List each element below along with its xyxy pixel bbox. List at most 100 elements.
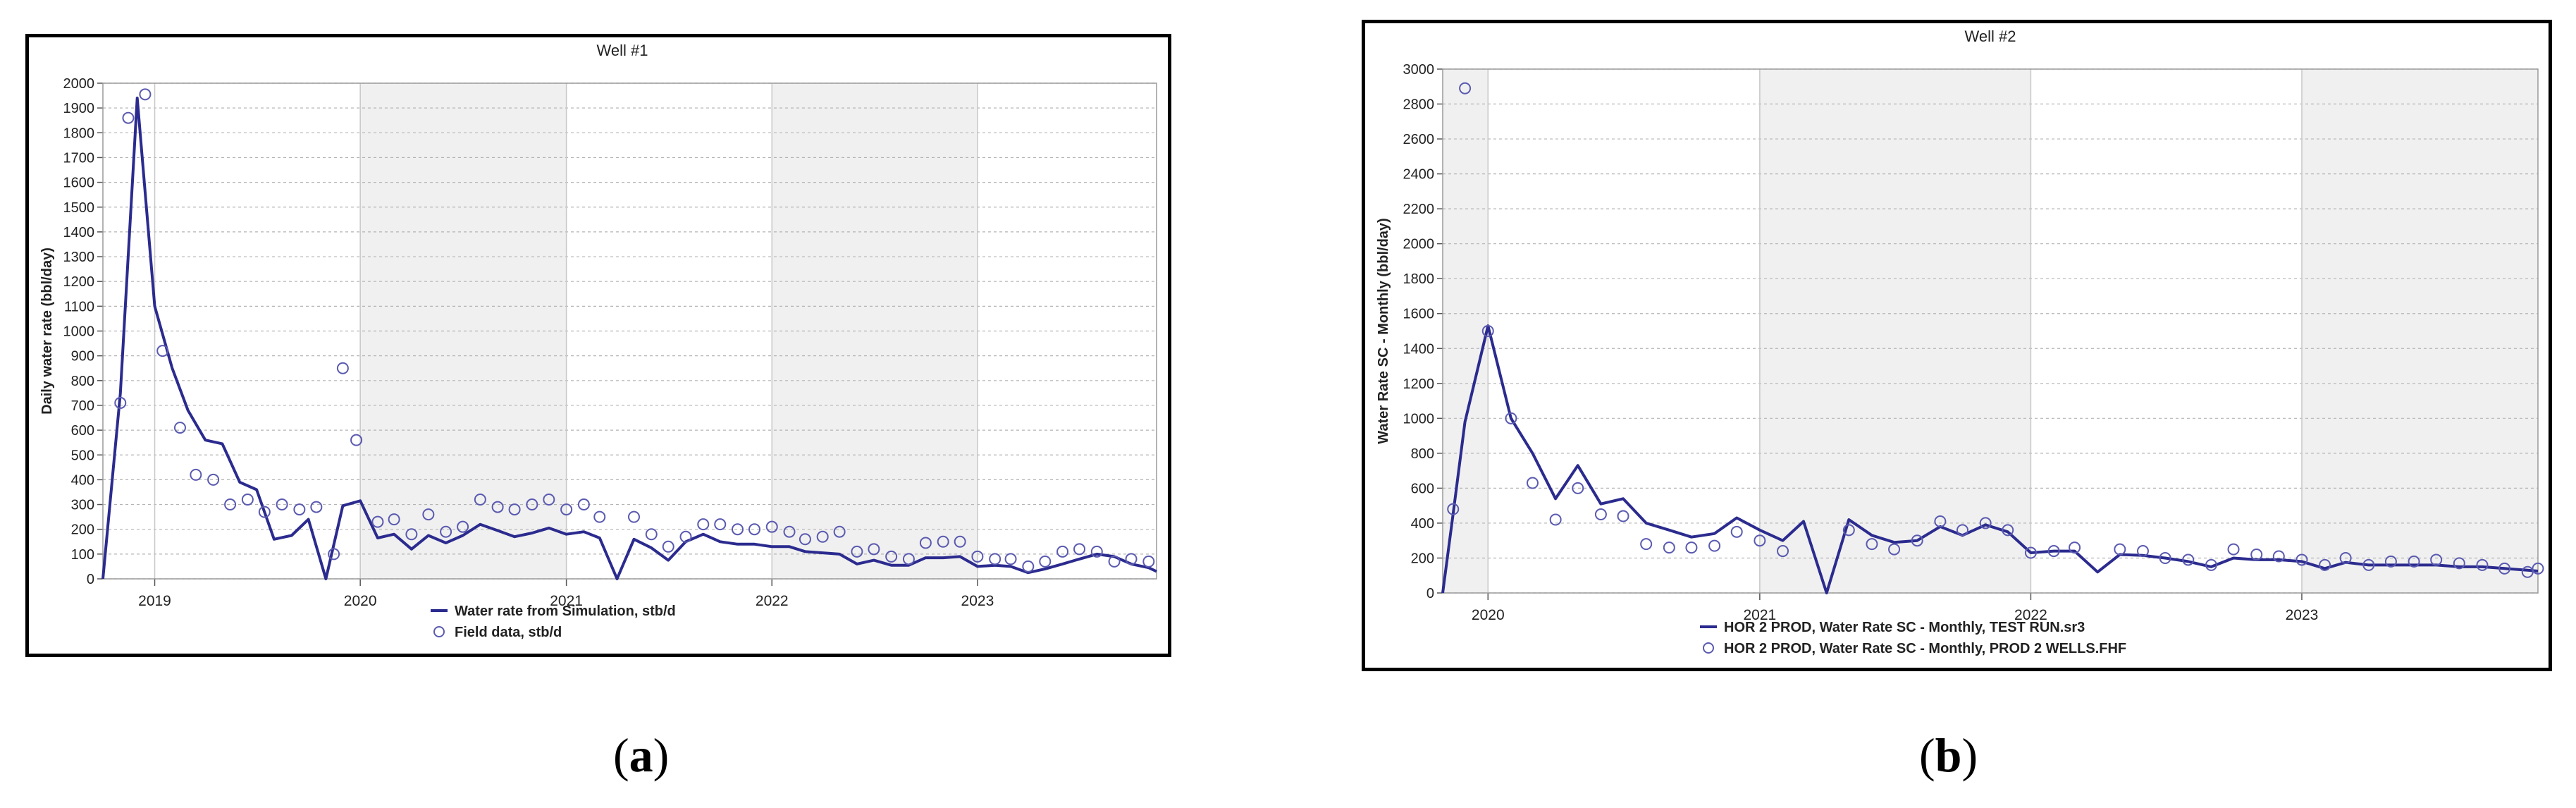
- x-tick-label: 2022: [2014, 607, 2047, 623]
- shaded-year-band: [1759, 69, 2031, 593]
- y-tick-label: 200: [71, 522, 94, 538]
- chart-panel-well-2: 0 200 400 600 800 1000 1200 1400 1600 1800 2000 220…: [1362, 20, 2552, 671]
- data-point-1: [1754, 534, 1766, 547]
- y-tick-label: 1300: [63, 250, 95, 265]
- data-point-0: [293, 503, 306, 516]
- data-point-0: [276, 498, 288, 511]
- caption-a-close: ): [653, 728, 670, 782]
- x-tick-label: 2021: [550, 593, 583, 609]
- caption-a-open: (: [613, 728, 629, 782]
- caption-a: (a): [613, 728, 669, 783]
- legend-marker-swatch: [1703, 642, 1714, 654]
- series-line-0: [101, 97, 1157, 580]
- y-tick-label: 1400: [1403, 341, 1435, 357]
- data-point-1: [2521, 565, 2534, 578]
- data-point-0: [783, 525, 796, 538]
- y-tick-label: 0: [87, 572, 94, 587]
- data-point-0: [799, 533, 811, 546]
- x-tick-label: 2020: [344, 593, 377, 609]
- data-point-1: [2339, 551, 2352, 564]
- chart-title: Well #1: [597, 42, 648, 59]
- data-point-0: [816, 530, 829, 543]
- y-tick-label: 2800: [1403, 97, 1435, 113]
- data-point-0: [258, 506, 271, 518]
- data-point-1: [1934, 515, 1947, 527]
- y-tick-label: 1900: [63, 101, 95, 116]
- data-point-0: [241, 494, 254, 506]
- data-point-1: [2047, 545, 2060, 558]
- y-tick-label: 1600: [63, 176, 95, 191]
- data-point-1: [2408, 555, 2420, 568]
- data-point-1: [2476, 558, 2489, 571]
- legend-label: HOR 2 PROD, Water Rate SC - Monthly, TES…: [1724, 620, 2085, 635]
- data-point-0: [1142, 555, 1155, 568]
- data-point-0: [114, 396, 127, 409]
- data-point-1: [2159, 551, 2171, 564]
- data-point-0: [310, 501, 323, 513]
- caption-b: (b): [1919, 728, 1978, 783]
- data-point-0: [971, 550, 984, 563]
- data-point-0: [156, 345, 169, 357]
- data-point-0: [954, 535, 966, 548]
- data-point-0: [851, 545, 863, 558]
- data-point-0: [1108, 555, 1121, 568]
- plot-area-frame: [102, 82, 1157, 580]
- y-tick-label: 100: [71, 547, 94, 563]
- data-point-1: [1526, 477, 1539, 489]
- data-point-1: [2205, 558, 2217, 571]
- y-tick-label: 1200: [1403, 377, 1435, 392]
- data-point-1: [1663, 541, 1675, 554]
- y-tick-label: 800: [1411, 446, 1434, 462]
- data-point-1: [2137, 545, 2150, 558]
- y-tick-label: 700: [71, 398, 94, 414]
- y-tick-label: 500: [71, 448, 94, 463]
- data-point-1: [2498, 562, 2511, 575]
- y-tick-label: 1000: [63, 324, 95, 340]
- data-point-0: [833, 525, 846, 538]
- caption-a-letter: a: [629, 728, 653, 782]
- data-point-1: [2532, 562, 2544, 575]
- data-point-0: [902, 553, 915, 565]
- data-point-0: [748, 523, 760, 536]
- data-point-1: [2453, 557, 2465, 570]
- data-point-1: [1617, 510, 1629, 522]
- y-tick-label: 200: [1411, 551, 1434, 566]
- data-point-0: [440, 525, 452, 538]
- chart-panel-well-1: 0 100 200 300 400 500 600 700 800 900 1000 1100 1200…: [25, 34, 1171, 657]
- data-point-0: [491, 501, 504, 513]
- data-point-0: [732, 523, 744, 536]
- x-tick-label: 2023: [2286, 607, 2319, 623]
- data-point-1: [2024, 546, 2037, 559]
- data-point-0: [1004, 553, 1017, 565]
- data-point-0: [885, 550, 898, 563]
- data-point-1: [1594, 508, 1607, 521]
- y-tick-label: 600: [71, 423, 94, 439]
- data-point-1: [2384, 555, 2397, 568]
- x-tick-label: 2021: [1744, 607, 1777, 623]
- data-point-1: [1888, 543, 1901, 556]
- data-point-0: [526, 498, 538, 511]
- data-point-0: [371, 515, 384, 528]
- x-tick-label: 2019: [138, 593, 171, 609]
- y-tick-label: 1200: [63, 274, 95, 290]
- legend-label: Field data, stb/d: [455, 625, 562, 640]
- data-point-1: [2002, 524, 2014, 537]
- data-point-0: [1090, 545, 1103, 558]
- caption-b-close: ): [1961, 728, 1978, 782]
- data-point-1: [2114, 543, 2126, 556]
- data-point-1: [1777, 545, 1789, 558]
- data-point-0: [405, 528, 418, 541]
- data-point-0: [388, 513, 400, 526]
- data-point-0: [645, 528, 658, 541]
- caption-b-letter: b: [1935, 728, 1962, 782]
- y-tick-label: 3000: [1403, 62, 1435, 78]
- legend-marker-swatch: [433, 626, 445, 637]
- data-point-0: [765, 520, 778, 533]
- chart-title: Well #2: [1965, 27, 2016, 45]
- data-point-1: [1640, 538, 1653, 551]
- y-tick-label: 2000: [1403, 237, 1435, 252]
- legend-label: Water rate from Simulation, stb/d: [455, 604, 676, 619]
- y-tick-label: 2000: [63, 76, 95, 92]
- data-point-1: [2362, 558, 2375, 571]
- data-point-0: [560, 503, 573, 516]
